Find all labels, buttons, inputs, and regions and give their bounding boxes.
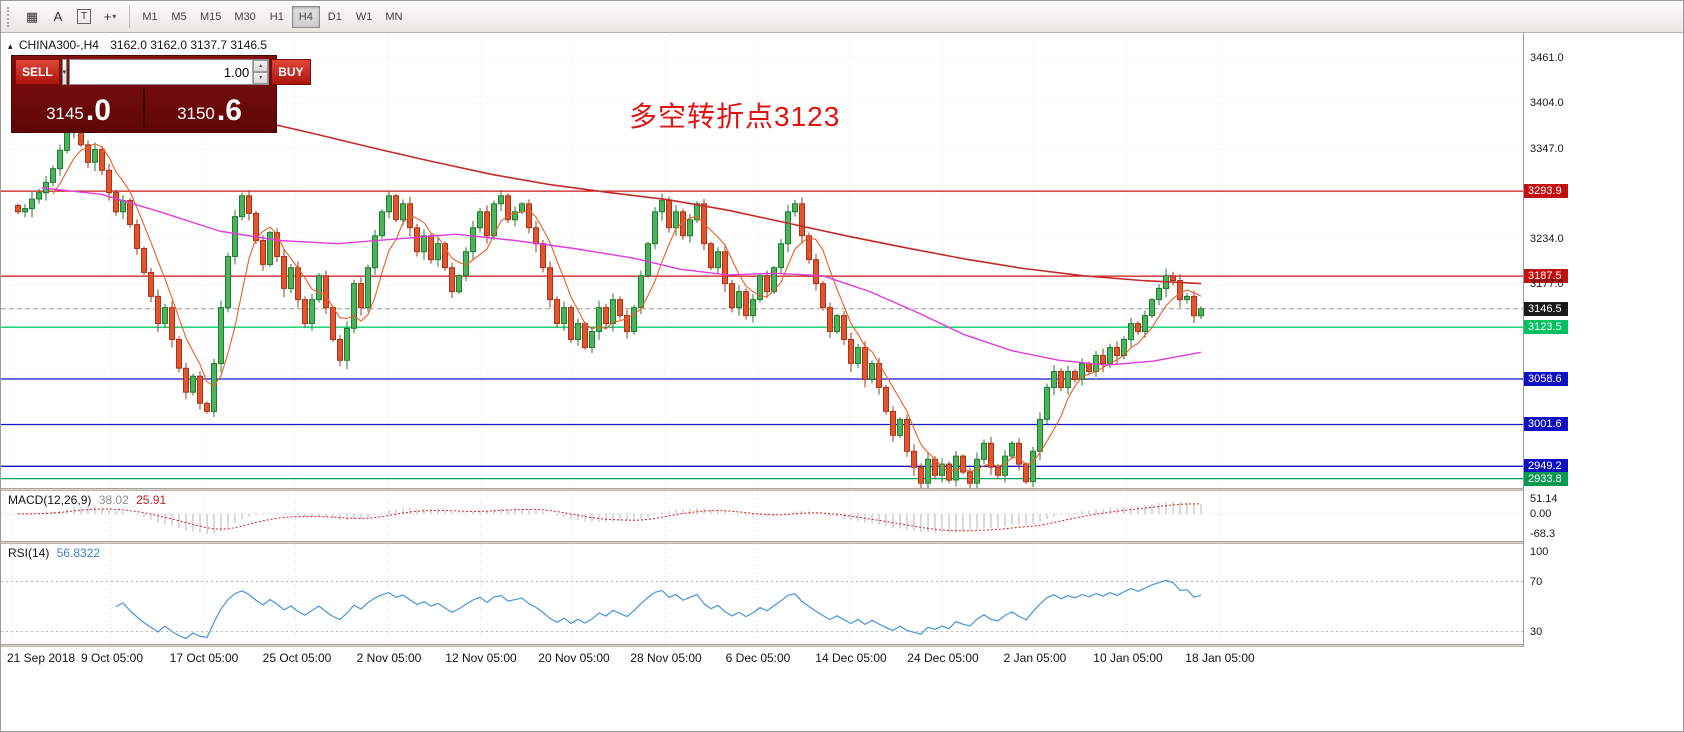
label-tool-icon[interactable]: A	[45, 5, 71, 29]
volume-field: ▲ ▼	[69, 59, 270, 85]
timeframe-buttons: M1 M5 M15 M30 H1 H4 D1 W1 MN	[136, 5, 408, 28]
macd-name: MACD(12,26,9)	[8, 493, 92, 507]
sell-price-main: 3145	[46, 104, 84, 123]
time-label: 14 Dec 05:00	[815, 651, 887, 665]
volume-increase-button[interactable]: ▲	[253, 60, 269, 72]
buy-price-pips: .6	[216, 94, 242, 127]
time-label: 9 Oct 05:00	[80, 651, 144, 665]
volume-spinner: ▲ ▼	[252, 60, 269, 84]
time-label: 24 Dec 05:00	[907, 651, 979, 665]
sell-price-pips: .0	[85, 94, 111, 127]
price-badge-2933.8: 2933.8	[1524, 472, 1568, 486]
order-controls-row: SELL ▾ ▲ ▼ BUY	[15, 59, 311, 85]
price-badge-2949.2: 2949.2	[1524, 459, 1568, 473]
macd-panel: MACD(12,26,9) 38.02 25.91	[1, 491, 1523, 541]
price-tick-3177.0: 3177.0	[1530, 278, 1564, 290]
buy-button[interactable]: BUY	[271, 59, 311, 85]
buy-price[interactable]: 3150 .6	[146, 88, 273, 129]
chart-annotation[interactable]: 多空转折点3123	[629, 101, 841, 132]
rsi-axis-100: 100	[1530, 546, 1549, 558]
timeframe-button-m30[interactable]: M30	[228, 6, 261, 28]
price-divider	[143, 88, 145, 129]
bid-ask-display: 3145 .0 3150 .6	[15, 88, 273, 129]
ohlc-values: 3162.0 3162.0 3137.7 3146.5	[110, 38, 268, 52]
price-tick-3234.0: 3234.0	[1530, 233, 1564, 245]
bottom-area	[1, 671, 1683, 731]
price-axis[interactable]: 3461.0 3404.0 3347.0 3293.9 3234.0 3187.5 3177…	[1524, 33, 1683, 647]
time-label: 25 Oct 05:00	[262, 651, 332, 665]
panel-splitter[interactable]	[1, 541, 1683, 544]
macd-axis-0.00: 0.00	[1530, 508, 1552, 520]
macd-signal-value: 25.91	[136, 493, 167, 507]
time-label: 21 Sep 2018	[7, 651, 76, 665]
buy-price-main: 3150	[177, 104, 215, 123]
rsi-axis-30: 30	[1530, 626, 1543, 638]
time-label: 20 Nov 05:00	[538, 651, 610, 665]
one-click-trading-panel: SELL ▾ ▲ ▼ BUY 3145 .0 3150	[11, 55, 311, 133]
macd-main-value: 38.02	[98, 493, 129, 507]
macd-canvas[interactable]	[1, 491, 1523, 541]
timeframe-button-h1[interactable]: H1	[263, 6, 291, 28]
macd-axis--68.3: -68.3	[1530, 528, 1556, 540]
price-badge-3187.5: 3187.5	[1524, 269, 1568, 283]
panel-splitter[interactable]	[1, 488, 1683, 491]
price-badge-3058.6: 3058.6	[1524, 372, 1568, 386]
rsi-label: RSI(14) 56.8322	[8, 546, 100, 560]
price-tick-3461.0: 3461.0	[1530, 52, 1564, 64]
rsi-name: RSI(14)	[8, 546, 50, 560]
rsi-panel: RSI(14) 56.8322	[1, 544, 1523, 644]
panel-splitter[interactable]	[1, 644, 1683, 647]
timeframe-button-m1[interactable]: M1	[136, 6, 164, 28]
windows-grid-icon[interactable]: ▦	[19, 5, 45, 29]
timeframe-button-m15[interactable]: M15	[194, 6, 227, 28]
crosshair-glyph: +	[103, 9, 112, 24]
main-chart-canvas[interactable]	[1, 33, 1523, 488]
sell-button[interactable]: SELL	[15, 59, 60, 85]
chevron-down-icon: ▾	[112, 12, 117, 21]
price-badge-3293.9: 3293.9	[1524, 184, 1568, 198]
rsi-axis-70: 70	[1530, 576, 1543, 588]
chart-symbol-label: ▴ CHINA300-,H4 3162.0 3162.0 3137.7 3146…	[8, 38, 267, 52]
timeframe-button-w1[interactable]: W1	[350, 6, 379, 28]
timeframe-button-mn[interactable]: MN	[379, 6, 408, 28]
time-label: 28 Nov 05:00	[630, 651, 702, 665]
timeframe-button-d1[interactable]: D1	[321, 6, 349, 28]
sell-price[interactable]: 3145 .0	[15, 88, 142, 129]
volume-input[interactable]	[70, 60, 253, 84]
macd-label: MACD(12,26,9) 38.02 25.91	[8, 493, 166, 507]
time-label: 2 Nov 05:00	[356, 651, 422, 665]
timeframe-button-m5[interactable]: M5	[165, 6, 193, 28]
timeframe-button-h4[interactable]: H4	[291, 5, 320, 28]
price-badge-3001.6: 3001.6	[1524, 417, 1568, 431]
time-label: 12 Nov 05:00	[445, 651, 517, 665]
time-label: 17 Oct 05:00	[169, 651, 239, 665]
time-label: 18 Jan 05:00	[1185, 651, 1255, 665]
toolbar-grip[interactable]	[7, 6, 13, 27]
time-axis[interactable]: 21 Sep 2018 9 Oct 05:00 17 Oct 05:00 25 Oct…	[1, 647, 1683, 671]
macd-axis-51.14: 51.14	[1530, 493, 1558, 505]
price-badge-3123.5: 3123.5	[1524, 320, 1568, 334]
price-tick-3404.0: 3404.0	[1530, 97, 1564, 109]
price-tick-3347.0: 3347.0	[1530, 143, 1564, 155]
collapse-arrow-icon[interactable]: ▴	[8, 41, 13, 51]
time-label: 2 Jan 05:00	[1003, 651, 1067, 665]
volume-decrease-button[interactable]: ▼	[253, 72, 269, 84]
main-chart-panel: ▴ CHINA300-,H4 3162.0 3162.0 3137.7 3146…	[1, 33, 1523, 488]
crosshair-tool-icon[interactable]: + ▾	[97, 5, 123, 29]
toolbar: ▦ A T + ▾ M1 M5 M15 M30 H1 H4 D1 W1 MN	[1, 1, 1683, 33]
price-badge-3146.5: 3146.5	[1524, 302, 1568, 316]
time-label: 6 Dec 05:00	[725, 651, 791, 665]
text-tool-icon[interactable]: T	[71, 5, 97, 29]
price-axis-border	[1523, 33, 1524, 647]
text-tool-glyph: T	[76, 9, 92, 24]
symbol-text: CHINA300-,H4	[18, 38, 99, 52]
rsi-value: 56.8322	[56, 546, 101, 560]
volume-dropdown-button[interactable]: ▾	[61, 59, 68, 85]
rsi-canvas[interactable]	[1, 544, 1523, 644]
time-label: 10 Jan 05:00	[1093, 651, 1163, 665]
toolbar-separator	[129, 5, 130, 28]
